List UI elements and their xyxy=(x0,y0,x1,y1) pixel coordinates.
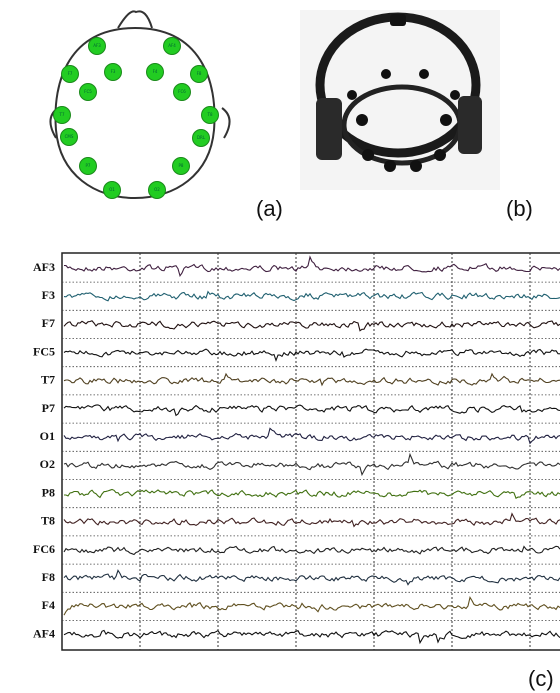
electrode-label: FC5 xyxy=(84,89,92,94)
channel-label: F7 xyxy=(42,316,55,330)
electrode-label: AF4 xyxy=(168,43,176,48)
electrode xyxy=(53,106,71,124)
electrode xyxy=(88,37,106,55)
electrode xyxy=(172,157,190,175)
electrode xyxy=(103,181,121,199)
electrode xyxy=(79,157,97,175)
panel-label: (c) xyxy=(528,666,554,691)
channel-label: AF3 xyxy=(33,260,55,274)
electrode-label: T7 xyxy=(59,112,65,117)
electrode xyxy=(190,65,208,83)
electrode xyxy=(104,63,122,81)
electrode-label: F3 xyxy=(111,69,116,74)
headset-pod-right xyxy=(458,96,482,154)
eeg-trace xyxy=(63,255,560,278)
electrode-label: CMS xyxy=(65,134,74,139)
panel-label: (a) xyxy=(256,196,283,221)
eeg-trace xyxy=(64,488,560,499)
channel-label: T8 xyxy=(41,514,55,528)
eeg-trace xyxy=(63,372,560,387)
electrode xyxy=(79,83,97,101)
channel-label: F3 xyxy=(42,288,55,302)
electrode xyxy=(163,37,181,55)
electrode xyxy=(201,106,219,124)
eeg-traces: AF3 F3 F7 FC5 T7 P7 O1 O2 P8 T8 FC6 F8 F4 AF4 xyxy=(33,253,560,650)
eeg-trace xyxy=(63,427,560,445)
channel-label: F4 xyxy=(42,598,55,612)
electrode xyxy=(173,83,191,101)
eeg-trace xyxy=(63,512,560,528)
head-outline xyxy=(54,26,216,200)
electrode-label: P7 xyxy=(86,163,91,168)
electrode-label: AF3 xyxy=(93,43,101,48)
electrode xyxy=(148,181,166,199)
eeg-trace xyxy=(63,404,560,417)
electrode-label: O1 xyxy=(109,187,115,192)
electrode xyxy=(146,63,164,81)
channel-label: FC6 xyxy=(33,542,55,556)
electrode-label: DRL xyxy=(197,135,206,140)
electrode xyxy=(192,129,210,147)
electrode xyxy=(60,128,78,146)
electrode-label: P8 xyxy=(179,163,184,168)
headset-sensors xyxy=(347,69,460,172)
channel-label: P7 xyxy=(42,401,55,415)
eeg-trace xyxy=(63,320,560,332)
electrode-label: T8 xyxy=(207,112,213,117)
eeg-trace xyxy=(63,452,560,477)
channel-label: FC5 xyxy=(33,344,55,358)
electrode-label: O2 xyxy=(154,187,160,192)
nose xyxy=(117,10,153,29)
channel-label: AF4 xyxy=(33,626,55,640)
channel-label: F8 xyxy=(42,570,55,584)
headset-pod-left xyxy=(316,98,342,160)
eeg-trace xyxy=(63,629,560,645)
channel-label: P8 xyxy=(42,485,55,499)
channel-label: O1 xyxy=(40,429,55,443)
electrode-label: F7 xyxy=(68,71,73,76)
head-map xyxy=(49,10,231,200)
eeg-trace xyxy=(63,545,560,556)
headset-top xyxy=(390,14,406,26)
panel-label: (b) xyxy=(506,196,533,221)
headset-photo xyxy=(300,10,500,190)
eeg-trace xyxy=(63,290,560,302)
eeg-trace xyxy=(63,348,560,363)
channel-label: T7 xyxy=(41,373,55,387)
eeg-trace xyxy=(63,595,560,616)
electrode-label: F8 xyxy=(197,71,202,76)
electrode xyxy=(61,65,79,83)
electrode-label: F4 xyxy=(153,69,158,74)
channel-label: O2 xyxy=(40,457,55,471)
electrode-label: FC6 xyxy=(178,89,186,94)
eeg-trace xyxy=(63,569,560,586)
